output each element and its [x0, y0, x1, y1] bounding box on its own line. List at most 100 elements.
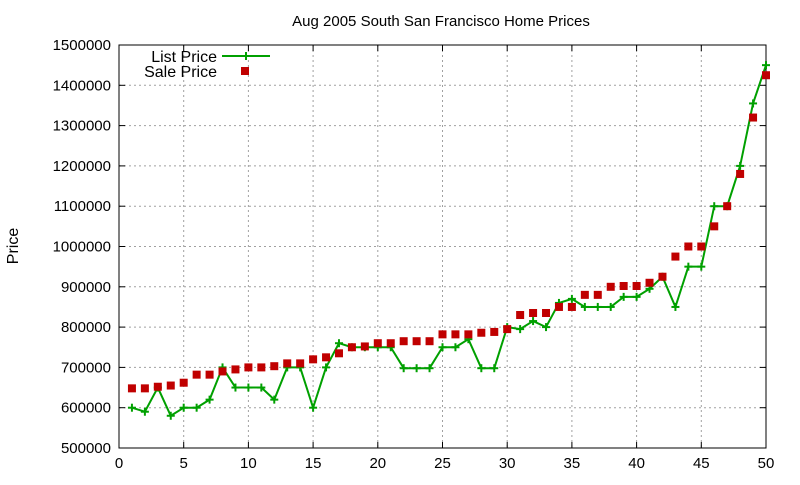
list-price-point	[490, 364, 499, 373]
series-sale-price	[127, 71, 770, 393]
sale-price-point	[762, 71, 770, 80]
sale-price-point	[244, 363, 253, 372]
sale-price-point	[503, 325, 512, 334]
list-price-point	[593, 302, 602, 311]
x-tick-label: 5	[180, 455, 188, 472]
y-tick-label: 500000	[61, 440, 111, 457]
sale-price-point	[218, 367, 227, 376]
sale-price-point	[347, 343, 356, 352]
list-price-point	[438, 343, 447, 352]
sale-price-point	[192, 370, 201, 379]
x-tick-label: 25	[434, 455, 451, 472]
sale-price-point	[412, 337, 421, 346]
list-price-point	[270, 395, 279, 404]
sale-price-point	[542, 308, 551, 317]
list-price-point	[244, 383, 253, 392]
sale-price-point	[736, 169, 745, 178]
sale-price-point	[684, 242, 693, 251]
list-price-point	[632, 292, 641, 301]
sale-price-point	[140, 384, 149, 393]
sale-price-point	[257, 363, 266, 372]
sale-price-point	[270, 362, 279, 371]
series-layer	[127, 61, 770, 420]
sale-price-point	[231, 365, 240, 374]
grid-layer	[119, 45, 766, 448]
sale-price-point	[360, 342, 369, 351]
y-tick-label: 600000	[61, 400, 111, 417]
list-price-point	[179, 403, 188, 412]
list-price-point	[580, 302, 589, 311]
sale-price-point	[127, 384, 136, 393]
sale-price-point	[619, 281, 628, 290]
sale-price-point	[554, 302, 563, 311]
sale-price-point	[671, 252, 680, 261]
x-tick-label: 20	[369, 455, 386, 472]
x-tick-label: 45	[693, 455, 710, 472]
list-price-point	[684, 262, 693, 271]
legend: List Price Sale Price	[144, 49, 270, 81]
y-tick-label: 1200000	[53, 158, 111, 175]
y-tick-label: 700000	[61, 359, 111, 376]
sale-price-point	[645, 278, 654, 287]
sale-price-point	[373, 339, 382, 348]
sale-price-point	[283, 359, 292, 368]
sale-price-point	[153, 382, 162, 391]
list-price-point	[619, 292, 628, 301]
legend-label-sale-price: Sale Price	[144, 64, 217, 81]
list-price-point	[567, 294, 576, 303]
sale-price-point	[464, 330, 473, 339]
list-price-point	[451, 343, 460, 352]
x-tick-label: 30	[499, 455, 516, 472]
sale-price-point	[179, 378, 188, 387]
list-price-point	[166, 411, 175, 420]
sale-price-point	[632, 281, 641, 290]
list-price-point	[762, 61, 770, 70]
x-tick-label: 40	[628, 455, 645, 472]
legend-label-list-price: List Price	[151, 49, 217, 66]
y-tick-label: 1500000	[53, 37, 111, 54]
series-list-price	[127, 61, 770, 420]
sale-price-point	[697, 242, 706, 251]
sale-price-point	[425, 337, 434, 346]
list-price-point	[542, 323, 551, 332]
list-price-point	[322, 363, 331, 372]
list-price-point	[412, 364, 421, 373]
sale-price-point	[658, 272, 667, 281]
sale-price-point	[529, 308, 538, 317]
list-price-point	[710, 202, 719, 211]
list-price-point	[529, 317, 538, 326]
legend-marker-list-price	[242, 52, 250, 60]
sale-price-point	[296, 359, 305, 368]
sale-price-point	[334, 349, 343, 358]
sale-price-point	[451, 330, 460, 339]
chart-title: Aug 2005 South San Francisco Home Prices	[292, 13, 590, 30]
list-price-point	[127, 403, 136, 412]
sale-price-point	[490, 327, 499, 336]
x-tick-label: 35	[564, 455, 581, 472]
list-price-point	[205, 395, 214, 404]
x-tick-label: 10	[240, 455, 257, 472]
list-price-point	[749, 99, 758, 108]
legend-marker-sale-price	[241, 67, 249, 75]
sale-price-point	[438, 330, 447, 339]
list-price-point	[257, 383, 266, 392]
sale-price-point	[309, 355, 318, 364]
list-price-point	[334, 339, 343, 348]
list-price-point	[477, 364, 486, 373]
sale-price-point	[593, 290, 602, 299]
list-price-point	[309, 403, 318, 412]
sale-price-point	[386, 339, 395, 348]
x-tick-label: 15	[305, 455, 322, 472]
plot-frame	[118, 44, 767, 449]
sale-price-point	[710, 222, 719, 231]
sale-price-point	[567, 302, 576, 311]
sale-price-point	[322, 353, 331, 362]
sale-price-point	[477, 328, 486, 337]
sale-price-point	[205, 370, 214, 379]
list-price-point	[192, 403, 201, 412]
sale-price-point	[580, 290, 589, 299]
sale-price-point	[723, 202, 732, 211]
y-tick-label: 800000	[61, 319, 111, 336]
